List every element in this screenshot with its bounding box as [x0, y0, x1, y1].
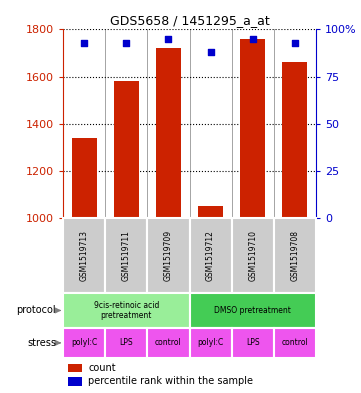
Point [166, 36, 171, 42]
Bar [198, 206, 223, 218]
FancyBboxPatch shape [63, 293, 190, 328]
Text: DMSO pretreatment: DMSO pretreatment [214, 306, 291, 315]
FancyBboxPatch shape [63, 218, 105, 293]
FancyBboxPatch shape [190, 328, 232, 358]
Text: GSM1519711: GSM1519711 [122, 230, 131, 281]
Text: percentile rank within the sample: percentile rank within the sample [88, 376, 253, 386]
Text: control: control [282, 338, 308, 347]
FancyBboxPatch shape [147, 328, 190, 358]
Bar [240, 39, 265, 218]
FancyBboxPatch shape [232, 218, 274, 293]
Text: LPS: LPS [119, 338, 133, 347]
Text: GSM1519712: GSM1519712 [206, 230, 215, 281]
Text: GSM1519708: GSM1519708 [290, 230, 299, 281]
Point [123, 40, 129, 46]
Point [250, 36, 256, 42]
FancyBboxPatch shape [147, 218, 190, 293]
FancyBboxPatch shape [274, 328, 316, 358]
FancyBboxPatch shape [105, 328, 147, 358]
Bar [68, 364, 82, 372]
FancyBboxPatch shape [190, 293, 316, 328]
Bar [282, 62, 308, 218]
Text: GSM1519713: GSM1519713 [80, 230, 89, 281]
Bar [114, 81, 139, 218]
Text: control: control [155, 338, 182, 347]
Bar [68, 377, 82, 386]
Bar [156, 48, 181, 218]
Text: polyI:C: polyI:C [197, 338, 224, 347]
Text: GSM1519709: GSM1519709 [164, 230, 173, 281]
Text: LPS: LPS [246, 338, 260, 347]
Text: polyI:C: polyI:C [71, 338, 97, 347]
Title: GDS5658 / 1451295_a_at: GDS5658 / 1451295_a_at [110, 14, 269, 27]
Bar [71, 138, 97, 218]
FancyBboxPatch shape [63, 328, 105, 358]
Point [81, 40, 87, 46]
FancyBboxPatch shape [190, 218, 232, 293]
FancyBboxPatch shape [105, 218, 147, 293]
Text: GSM1519710: GSM1519710 [248, 230, 257, 281]
Point [208, 49, 213, 55]
Text: count: count [88, 363, 116, 373]
Text: stress: stress [27, 338, 56, 348]
Text: protocol: protocol [16, 305, 56, 316]
Point [292, 40, 298, 46]
FancyBboxPatch shape [274, 218, 316, 293]
Text: 9cis-retinoic acid
pretreatment: 9cis-retinoic acid pretreatment [93, 301, 159, 320]
FancyBboxPatch shape [232, 328, 274, 358]
